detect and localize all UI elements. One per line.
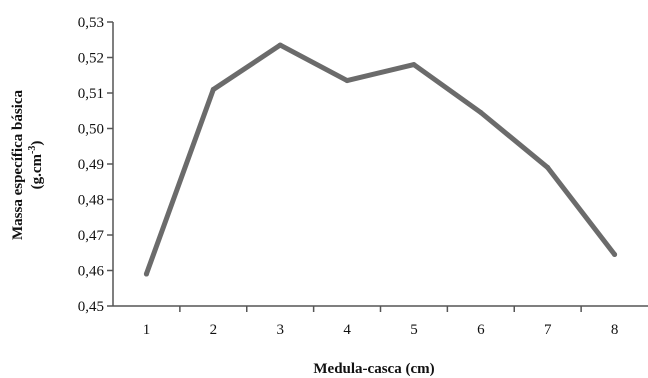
y-axis-title-unit: (g.cm — [29, 153, 45, 189]
y-tick-label: 0,51 — [78, 86, 104, 102]
x-tick-label: 8 — [611, 322, 619, 338]
data-point — [545, 165, 551, 171]
data-point — [478, 110, 484, 116]
x-axis: 1 2 3 4 5 6 7 8 — [113, 305, 648, 338]
x-tick-label: 4 — [343, 322, 351, 338]
y-axis-title-close: ) — [29, 141, 45, 146]
y-tick-label: 0,45 — [78, 299, 104, 315]
x-tick-label: 2 — [210, 322, 218, 338]
x-tick-label: 3 — [276, 322, 284, 338]
x-tick-label: 5 — [410, 322, 418, 338]
series-line — [143, 42, 618, 277]
y-axis-title-line1: Massa específica básica — [10, 90, 26, 240]
x-tick-label: 7 — [544, 322, 552, 338]
data-point — [143, 271, 149, 277]
y-tick-label: 0,53 — [78, 15, 104, 31]
data-point — [344, 78, 350, 84]
y-axis-title-line2: (g.cm-3) — [27, 141, 45, 190]
y-axis: 0,45 0,46 0,47 0,48 0,49 0,50 0,51 0,52 0,53 — [78, 15, 114, 315]
y-tick-label: 0,50 — [78, 122, 104, 138]
series-layer — [143, 42, 618, 277]
data-point — [411, 62, 417, 68]
x-tick-label: 1 — [143, 322, 151, 338]
x-tick-label: 6 — [477, 322, 485, 338]
y-tick-label: 0,47 — [78, 228, 105, 244]
data-point — [277, 42, 283, 48]
y-tick-label: 0,52 — [78, 51, 104, 67]
y-axis-title-exponent: -3 — [27, 146, 38, 154]
data-point — [612, 252, 618, 258]
data-point — [210, 86, 216, 92]
y-axis-title: Massa específica básica (g.cm-3) — [10, 90, 45, 240]
x-axis-title: Medula-casca (cm) — [313, 361, 434, 377]
y-tick-label: 0,46 — [78, 264, 105, 280]
y-tick-label: 0,48 — [78, 193, 104, 209]
y-tick-label: 0,49 — [78, 157, 104, 173]
